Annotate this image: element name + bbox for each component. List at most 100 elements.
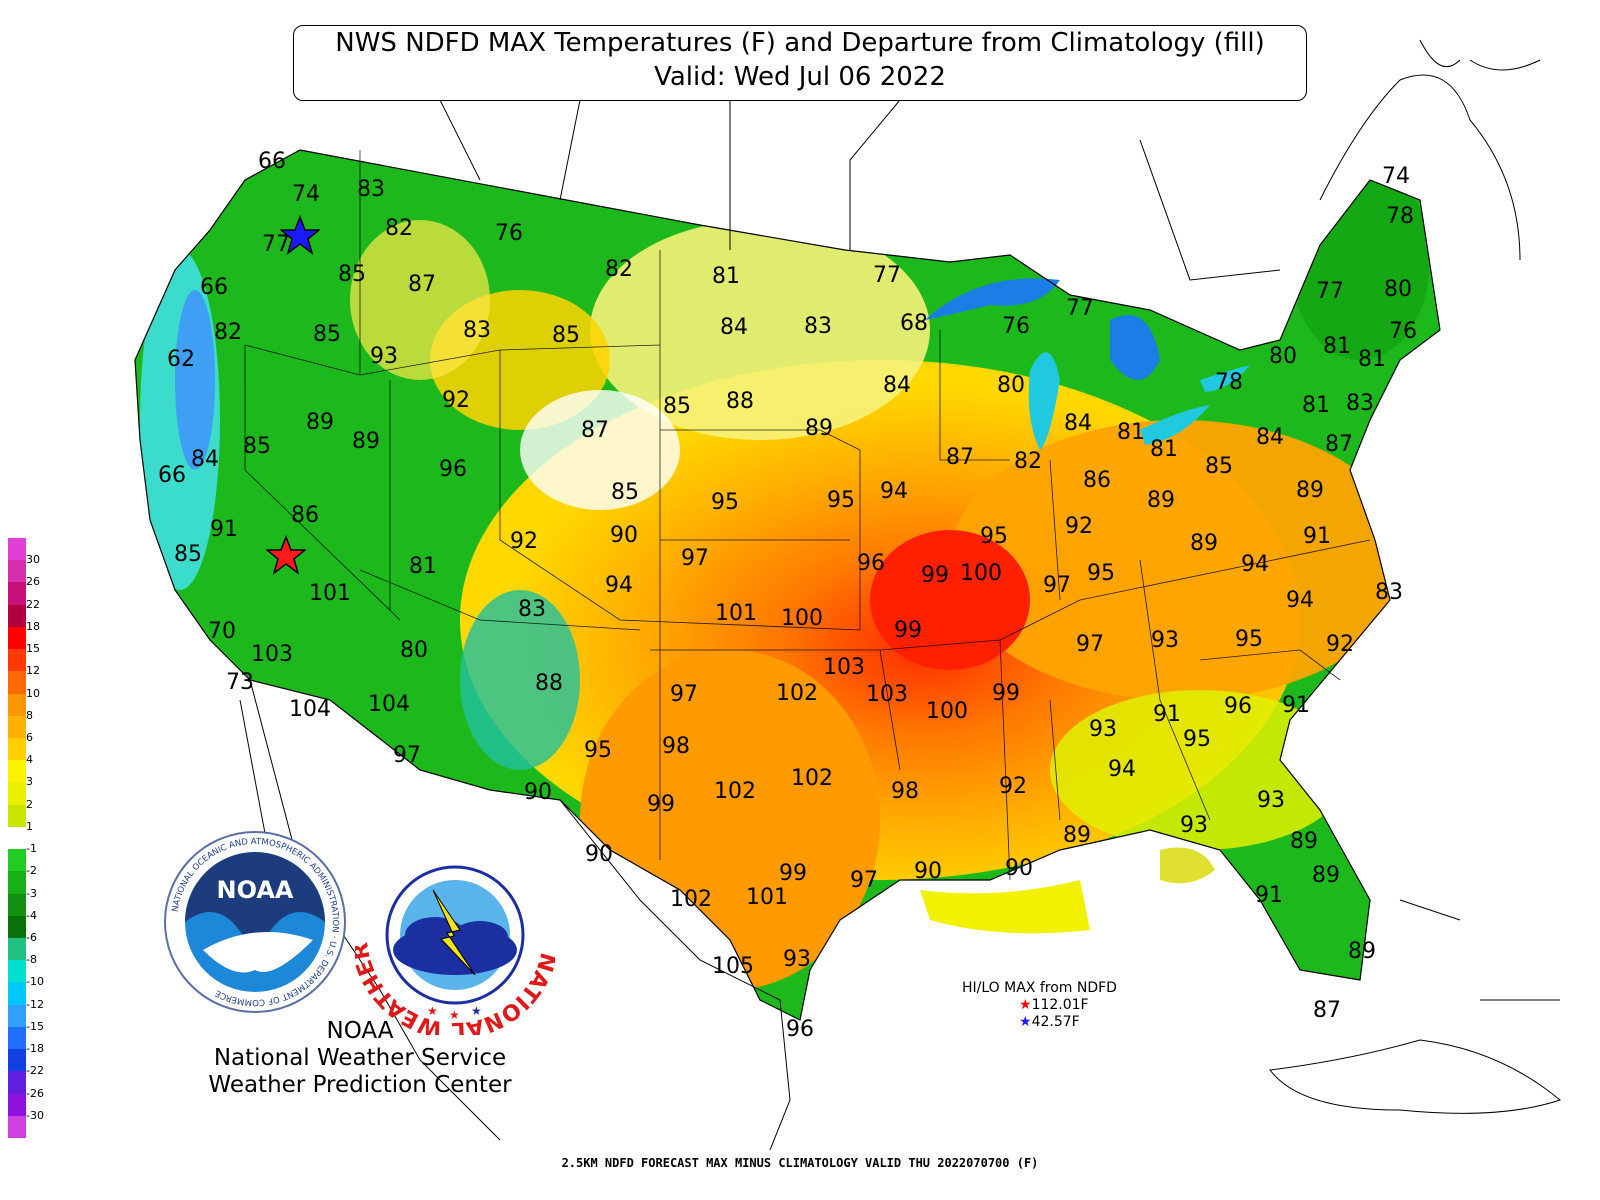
temperature-label: 84 [1064,411,1092,436]
temperature-label: 97 [670,682,698,707]
temperature-label: 87 [581,418,609,443]
temperature-label: 85 [338,262,366,287]
hilo-legend: HI/LO MAX from NDFD ★112.01F ★42.57F [962,980,1117,1031]
temperature-label: 66 [158,463,186,488]
legend-label: 22 [26,597,40,611]
legend-swatch [8,693,26,717]
lo-value: 42.57F [1031,1014,1080,1030]
legend-label: -26 [26,1086,44,1100]
temperature-label: 89 [1312,863,1340,888]
temperature-label: 92 [999,774,1027,799]
temperature-label: 77 [1316,279,1344,304]
temperature-label: 97 [1076,632,1104,657]
temperature-label: 83 [1346,391,1374,416]
temperature-label: 76 [495,221,523,246]
temperature-label: 70 [208,619,236,644]
legend-swatch [8,826,26,850]
temperature-label: 94 [1241,552,1269,577]
legend-swatch [8,671,26,695]
temperature-label: 95 [1183,727,1211,752]
temperature-label: 97 [393,743,421,768]
legend-swatch [8,604,26,628]
temperature-label: 84 [191,447,219,472]
temperature-label: 78 [1386,204,1414,229]
temperature-label: 90 [1005,856,1033,881]
temperature-label: 103 [823,655,865,680]
temperature-label: 81 [1323,334,1351,359]
temperature-label: 97 [850,868,878,893]
temperature-label: 82 [385,216,413,241]
legend-swatch [8,1093,26,1117]
nws-star-icon: ★ [471,1004,482,1018]
temperature-label: 87 [1325,432,1353,457]
footer-caption: 2.5KM NDFD FORECAST MAX MINUS CLIMATOLOG… [561,1156,1039,1170]
temperature-label: 84 [883,373,911,398]
color-legend-labels: 30 26 22 18 15 12 10 8 6 4 3 2 1 -1 -2 -3 -4 -6 -8 -10 -12 -1… [26,538,66,1138]
color-legend [8,538,26,1139]
legend-swatch [8,715,26,739]
legend-label: 30 [26,553,40,567]
legend-label: -6 [26,931,37,944]
temperature-label: 93 [1151,628,1179,653]
temperature-label: 90 [524,780,552,805]
legend-swatch [8,1049,26,1072]
temperature-label: 93 [1089,717,1117,742]
agency-credit: NOAA National Weather Service Weather Pr… [160,1018,560,1099]
legend-label: 18 [26,619,40,633]
temperature-label: 91 [210,517,238,542]
temperature-label: 77 [873,263,901,288]
legend-swatch [8,538,26,561]
legend-swatch [8,560,26,583]
nws-star-icon: ★ [427,1004,438,1018]
temperature-label: 93 [783,947,811,972]
temperature-label: 95 [827,488,855,513]
legend-label: -1 [26,842,37,856]
temperature-label: 89 [1290,829,1318,854]
legend-label: -2 [26,864,37,878]
temperature-label: 88 [535,671,563,696]
legend-swatch [8,938,26,961]
temperature-label: 98 [891,779,919,804]
temperature-label: 95 [711,490,739,515]
temperature-label: 93 [370,344,398,369]
legend-swatch [8,893,26,917]
temperature-label: 82 [1014,449,1042,474]
temperature-label: 88 [726,389,754,414]
temperature-label: 89 [1348,939,1376,964]
legend-swatch [8,626,26,650]
temperature-label: 103 [251,642,293,667]
hilo-header: HI/LO MAX from NDFD [962,980,1117,996]
temperature-label: 77 [1066,296,1094,321]
lo-max-star-icon [280,215,320,255]
temperature-label: 85 [611,480,639,505]
temperature-label: 62 [167,347,195,372]
legend-swatch [8,804,26,828]
temperature-label: 89 [1063,823,1091,848]
legend-swatch [8,1004,26,1028]
temperature-label: 84 [1256,425,1284,450]
temperature-label: 81 [1302,393,1330,418]
legend-swatch [8,649,26,672]
temperature-label: 87 [408,272,436,297]
temperature-label: 85 [243,434,271,459]
temperature-label: 74 [292,182,320,207]
temperature-label: 66 [258,149,286,174]
temperature-label: 95 [584,738,612,763]
noaa-logo: NATIONAL OCEANIC AND ATMOSPHERIC ADMINIS… [164,831,346,1013]
temperature-label: 94 [1108,757,1136,782]
temperature-label: 74 [1382,164,1410,189]
temperature-label: 76 [1389,319,1417,344]
map-title: NWS NDFD MAX Temperatures (F) and Depart… [335,28,1265,58]
temperature-label: 77 [262,232,290,257]
temperature-label: 85 [663,394,691,419]
temperature-label: 95 [1087,561,1115,586]
credit-noaa: NOAA [326,1018,394,1044]
legend-swatch [8,1026,26,1050]
legend-label: 1 [26,819,33,833]
temperature-label: 97 [681,546,709,571]
temperature-label: 73 [226,670,254,695]
temperature-label: 99 [894,618,922,643]
legend-label: -22 [26,1064,44,1078]
temperature-label: 92 [1065,514,1093,539]
hi-max-star-icon [266,535,306,575]
